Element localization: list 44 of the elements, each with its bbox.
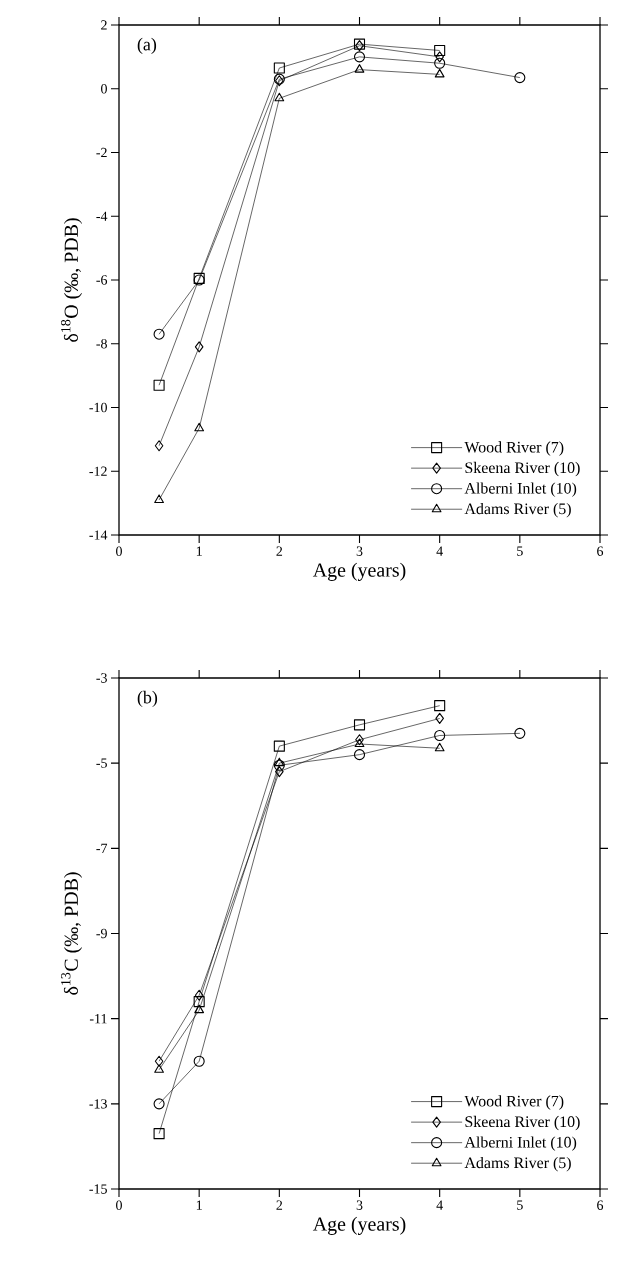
y-tick-label: -14 <box>89 530 108 540</box>
y-tick-label: -7 <box>96 843 108 853</box>
y-tick-label: -8 <box>96 339 107 349</box>
legend-label: Adams River (5) <box>464 1156 571 1172</box>
x-tick-label: 4 <box>436 546 443 556</box>
x-tick-label: 2 <box>276 1200 283 1210</box>
x-tick-label: 6 <box>597 1200 604 1210</box>
y-tick-label: -11 <box>89 1014 107 1024</box>
x-axis-title: Age (years) <box>312 1216 406 1235</box>
y-tick-label: 0 <box>101 84 107 94</box>
y-tick-label: -13 <box>89 1099 107 1109</box>
x-tick-label: 1 <box>196 546 202 556</box>
legend-label: Alberni Inlet (10) <box>464 482 577 497</box>
y-tick-label: -9 <box>96 928 107 939</box>
x-tick-label: 0 <box>116 546 122 556</box>
x-tick-label: 4 <box>436 1200 443 1210</box>
x-tick-label: 3 <box>356 1200 363 1210</box>
y-axis-title: δ$^{18}$O (‰, PDB) <box>61 218 83 342</box>
y-axis-title: δ$^{13}$C (‰, PDB) <box>61 872 83 995</box>
x-tick-label: 6 <box>597 546 604 556</box>
y-tick-label: -2 <box>96 147 107 158</box>
x-tick-label: 5 <box>517 1200 523 1210</box>
y-tick-label: 2 <box>101 20 107 30</box>
legend-label: Alberni Inlet (10) <box>464 1136 577 1151</box>
legend-label: Adams River (5) <box>464 502 571 518</box>
y-tick-label: -4 <box>96 211 108 221</box>
legend-label: Skeena River (10) <box>465 1115 580 1131</box>
x-axis-title: Age (years) <box>312 562 406 581</box>
legend-label: Wood River (7) <box>464 1095 564 1110</box>
x-tick-label: 1 <box>196 1200 202 1210</box>
text: (b) <box>137 690 158 708</box>
y-tick-label: -3 <box>96 673 107 683</box>
y-tick-label: -5 <box>96 758 107 768</box>
y-tick-label: -6 <box>96 275 108 285</box>
x-tick-label: 3 <box>356 546 363 556</box>
y-tick-label: -12 <box>89 466 107 476</box>
legend-label: Skeena River (10) <box>465 461 580 477</box>
legend-label: Wood River (7) <box>464 441 564 456</box>
y-tick-label: -10 <box>89 402 107 413</box>
x-tick-label: 0 <box>116 1200 122 1210</box>
x-tick-label: 2 <box>276 546 283 556</box>
text: (a) <box>137 37 157 55</box>
y-tick-label: -15 <box>89 1184 107 1194</box>
x-tick-label: 5 <box>517 546 523 556</box>
